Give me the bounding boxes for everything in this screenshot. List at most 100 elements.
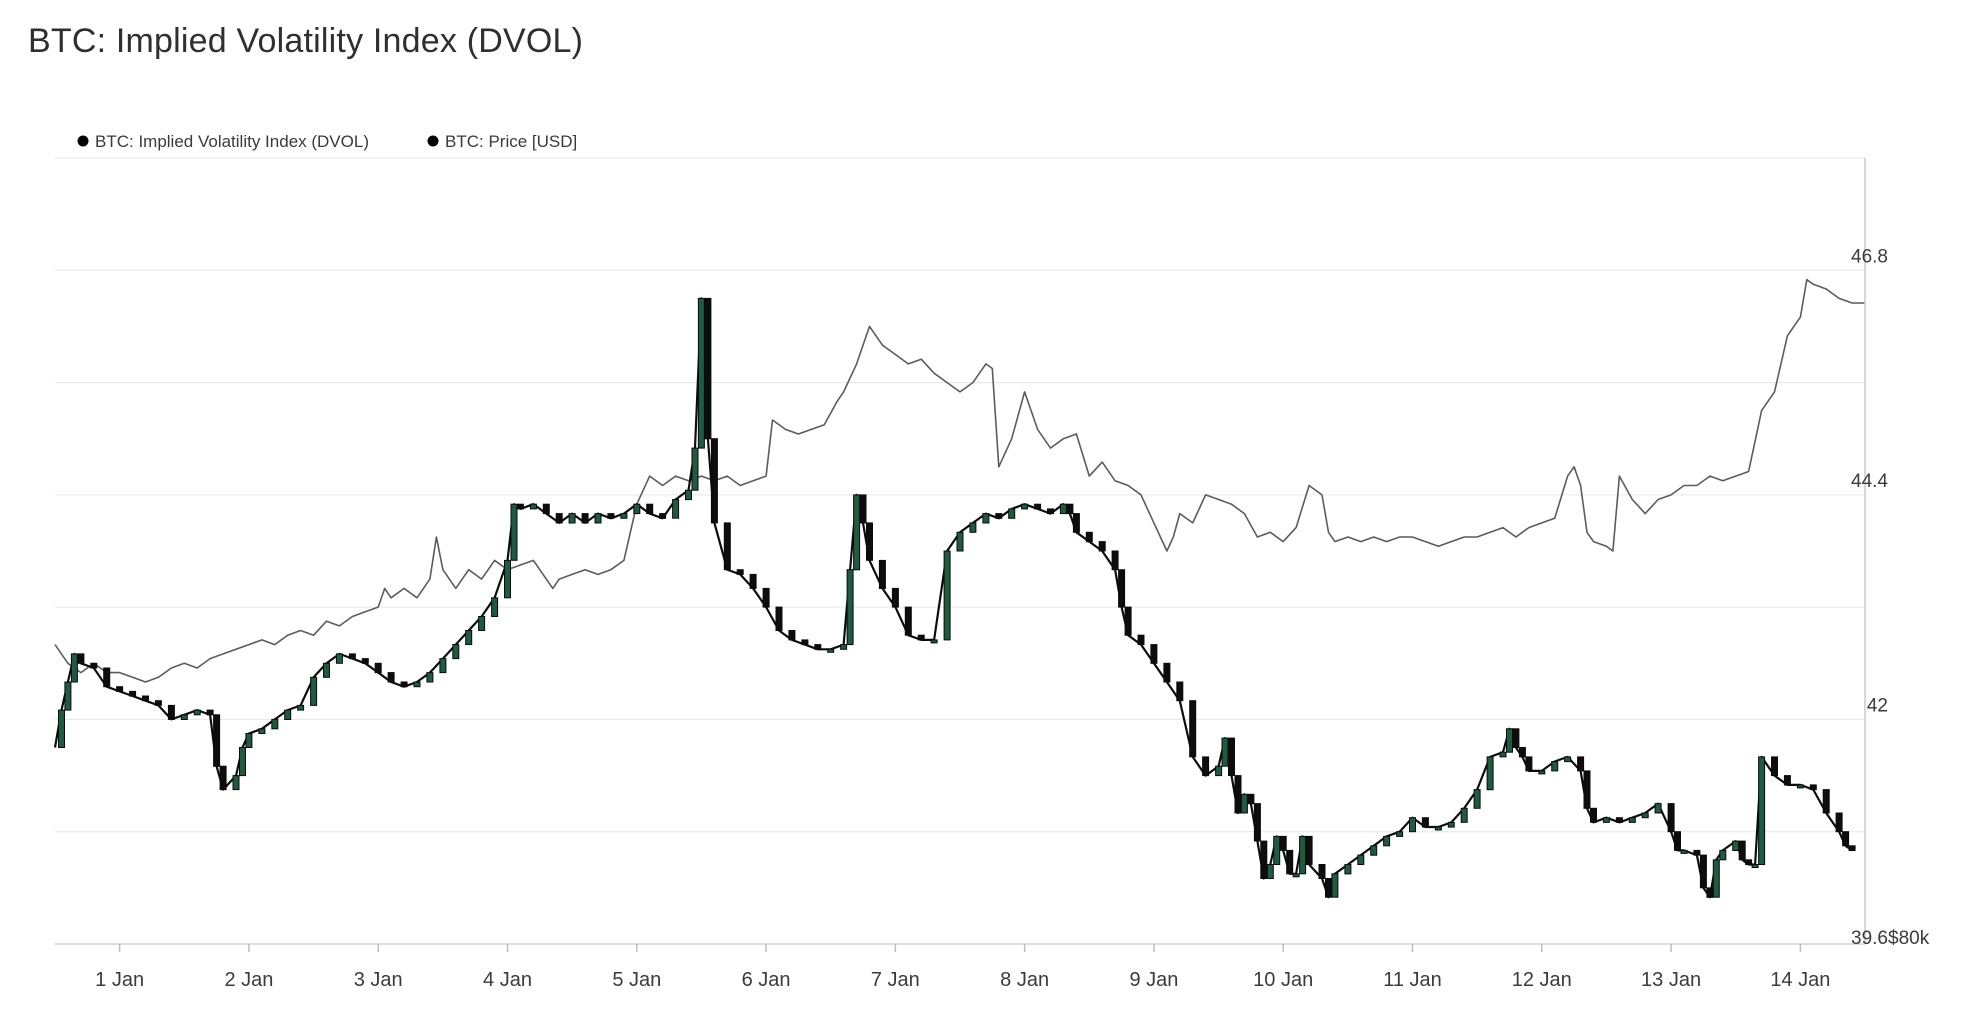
price-candle: [878, 559, 886, 590]
price-candle: [1150, 644, 1158, 664]
price-candle: [736, 569, 744, 575]
price-candle: [1118, 569, 1126, 608]
price-candle: [219, 765, 227, 791]
legend-marker: [427, 135, 439, 147]
price-candle: [1072, 513, 1080, 533]
price-candle: [1318, 864, 1326, 879]
price-candle: [1499, 751, 1507, 758]
price-candle: [775, 606, 783, 631]
price-candle: [400, 681, 408, 688]
price-candle: [1842, 831, 1850, 847]
price-candle: [917, 634, 925, 641]
price-candle: [1286, 849, 1294, 875]
price-candle: [1641, 812, 1649, 819]
price-candle: [1551, 761, 1559, 772]
x-tick-label: 9 Jan: [1129, 969, 1178, 991]
price-candle: [348, 653, 356, 660]
price-candle: [1396, 831, 1404, 837]
price-candle: [90, 662, 98, 669]
price-candle: [1370, 845, 1378, 856]
legend-marker: [77, 135, 89, 147]
price-candle: [697, 297, 705, 449]
price-candle: [504, 559, 511, 599]
price-candle: [646, 503, 654, 515]
price-candle: [245, 733, 253, 748]
price-candle: [866, 522, 873, 561]
price-candle: [1654, 803, 1662, 814]
price-candle: [1111, 550, 1119, 571]
price-candle: [1712, 859, 1720, 898]
price-candle: [1273, 835, 1281, 866]
price-candle: [1525, 756, 1533, 772]
price-candle: [788, 630, 796, 641]
price-candle: [930, 639, 938, 644]
price-candle: [103, 667, 111, 688]
price-candle: [1189, 700, 1197, 758]
y-tick-label: 42: [1867, 695, 1888, 716]
price-candle: [995, 513, 1003, 519]
price-candle: [633, 503, 641, 515]
x-tick-label: 11 Jan: [1383, 969, 1442, 991]
price-candle: [426, 672, 434, 683]
price-candle: [956, 531, 964, 552]
price-candle: [1680, 849, 1688, 854]
price-candle: [1124, 606, 1132, 636]
price-candle: [1434, 826, 1442, 831]
price-candle: [704, 297, 712, 440]
price-candle: [1583, 770, 1591, 809]
price-candle: [1771, 756, 1778, 777]
price-candle: [491, 597, 499, 617]
price-candle: [1796, 784, 1804, 789]
price-candle: [1260, 840, 1268, 879]
price-candle: [801, 639, 809, 646]
x-tick-label: 1 Jan: [95, 969, 144, 991]
price-candle: [1034, 503, 1042, 510]
price-candle: [1221, 737, 1229, 767]
price-candle: [1758, 756, 1766, 866]
series-line-dvol: [54, 278, 1865, 683]
price-candle: [77, 653, 85, 664]
price-candle: [1059, 503, 1067, 515]
price-candle: [413, 681, 421, 688]
price-candle: [542, 503, 550, 515]
price-candle: [943, 550, 951, 641]
price-candle: [1085, 531, 1093, 543]
price-candle: [516, 503, 524, 510]
price-candle: [1667, 803, 1675, 833]
legend-item-label: BTC: Implied Volatility Index (DVOL): [95, 132, 369, 151]
price-candle: [1176, 681, 1184, 702]
price-candle: [555, 513, 563, 524]
x-tick-label: 14 Jan: [1770, 969, 1830, 991]
price-candle: [1602, 817, 1610, 823]
price-candle: [1835, 812, 1843, 833]
price-candle: [1021, 503, 1029, 510]
price-candle: [297, 704, 305, 711]
chart-title: BTC: Implied Volatility Index (DVOL): [28, 22, 584, 60]
price-candle: [1809, 784, 1817, 791]
price-candle: [1693, 849, 1701, 856]
price-candle: [1577, 756, 1585, 772]
price-candle: [1098, 541, 1106, 552]
price-candle: [846, 569, 854, 646]
price-candle: [1357, 854, 1365, 865]
price-candle: [1008, 508, 1016, 519]
price-candle: [1137, 634, 1145, 646]
price-candle: [64, 681, 72, 711]
price-candle: [361, 658, 369, 664]
price-candle: [891, 587, 899, 608]
price-candle: [710, 438, 718, 524]
price-candle: [1279, 835, 1287, 851]
y-tick-label: 39.6: [1851, 928, 1888, 949]
price-candle: [1706, 887, 1714, 898]
x-tick-label: 4 Jan: [483, 969, 532, 991]
price-candle: [70, 653, 78, 683]
x-tick-label: 6 Jan: [742, 969, 791, 991]
secondary-axis-label: $80k: [1888, 928, 1930, 949]
price-candle: [1247, 793, 1255, 805]
price-candle: [1699, 854, 1707, 889]
price-candle: [827, 648, 835, 653]
x-tick-label: 12 Jan: [1512, 969, 1572, 991]
price-candle: [1299, 835, 1307, 875]
price-candle: [904, 606, 912, 636]
price-candle: [1383, 835, 1391, 847]
